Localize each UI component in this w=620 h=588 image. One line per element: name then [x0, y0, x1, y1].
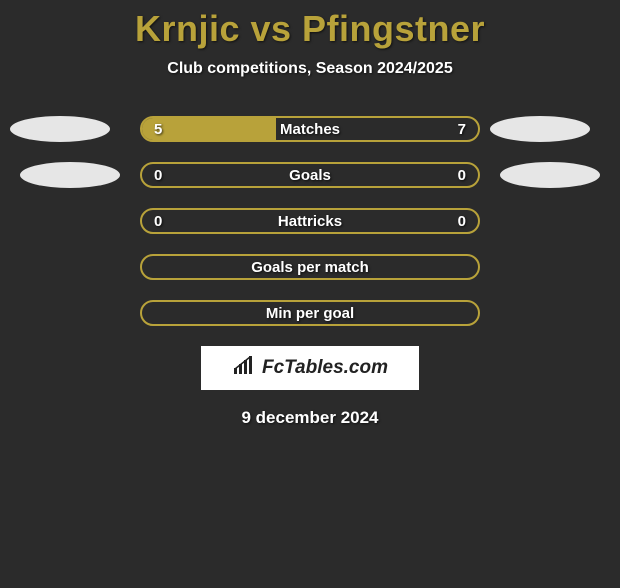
stat-row-matches: 5 Matches 7: [0, 116, 620, 142]
comparison-rows: 5 Matches 7 0 Goals 0 0 Hattricks 0: [0, 116, 620, 326]
player-chip-left: [10, 116, 110, 142]
stat-value-right: 0: [458, 164, 466, 186]
stat-bar: 5 Matches 7: [140, 116, 480, 142]
stat-row-goals-per-match: Goals per match: [0, 254, 620, 280]
stat-label: Hattricks: [142, 210, 478, 232]
stat-row-min-per-goal: Min per goal: [0, 300, 620, 326]
stat-label: Min per goal: [142, 302, 478, 324]
stat-bar: Goals per match: [140, 254, 480, 280]
stat-bar: 0 Hattricks 0: [140, 208, 480, 234]
stat-label: Goals: [142, 164, 478, 186]
stat-value-right: 0: [458, 210, 466, 232]
date-text: 9 december 2024: [0, 408, 620, 428]
stat-label: Matches: [142, 118, 478, 140]
chart-icon: [232, 356, 258, 381]
player-chip-right: [500, 162, 600, 188]
logo-text: FcTables.com: [262, 357, 388, 379]
stat-value-right: 7: [458, 118, 466, 140]
stat-bar: 0 Goals 0: [140, 162, 480, 188]
subtitle: Club competitions, Season 2024/2025: [0, 60, 620, 78]
logo-box: FcTables.com: [201, 346, 419, 390]
stat-row-hattricks: 0 Hattricks 0: [0, 208, 620, 234]
page-title: Krnjic vs Pfingstner: [0, 8, 620, 50]
stat-bar: Min per goal: [140, 300, 480, 326]
stat-label: Goals per match: [142, 256, 478, 278]
stat-row-goals: 0 Goals 0: [0, 162, 620, 188]
player-chip-right: [490, 116, 590, 142]
player-chip-left: [20, 162, 120, 188]
